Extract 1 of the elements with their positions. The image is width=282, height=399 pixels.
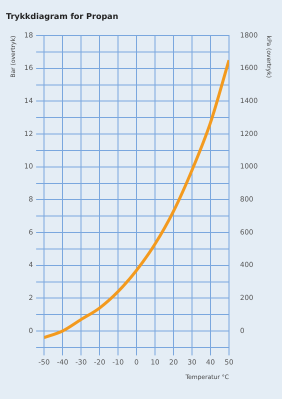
chart-title: Trykkdiagram for Propan — [6, 12, 119, 21]
